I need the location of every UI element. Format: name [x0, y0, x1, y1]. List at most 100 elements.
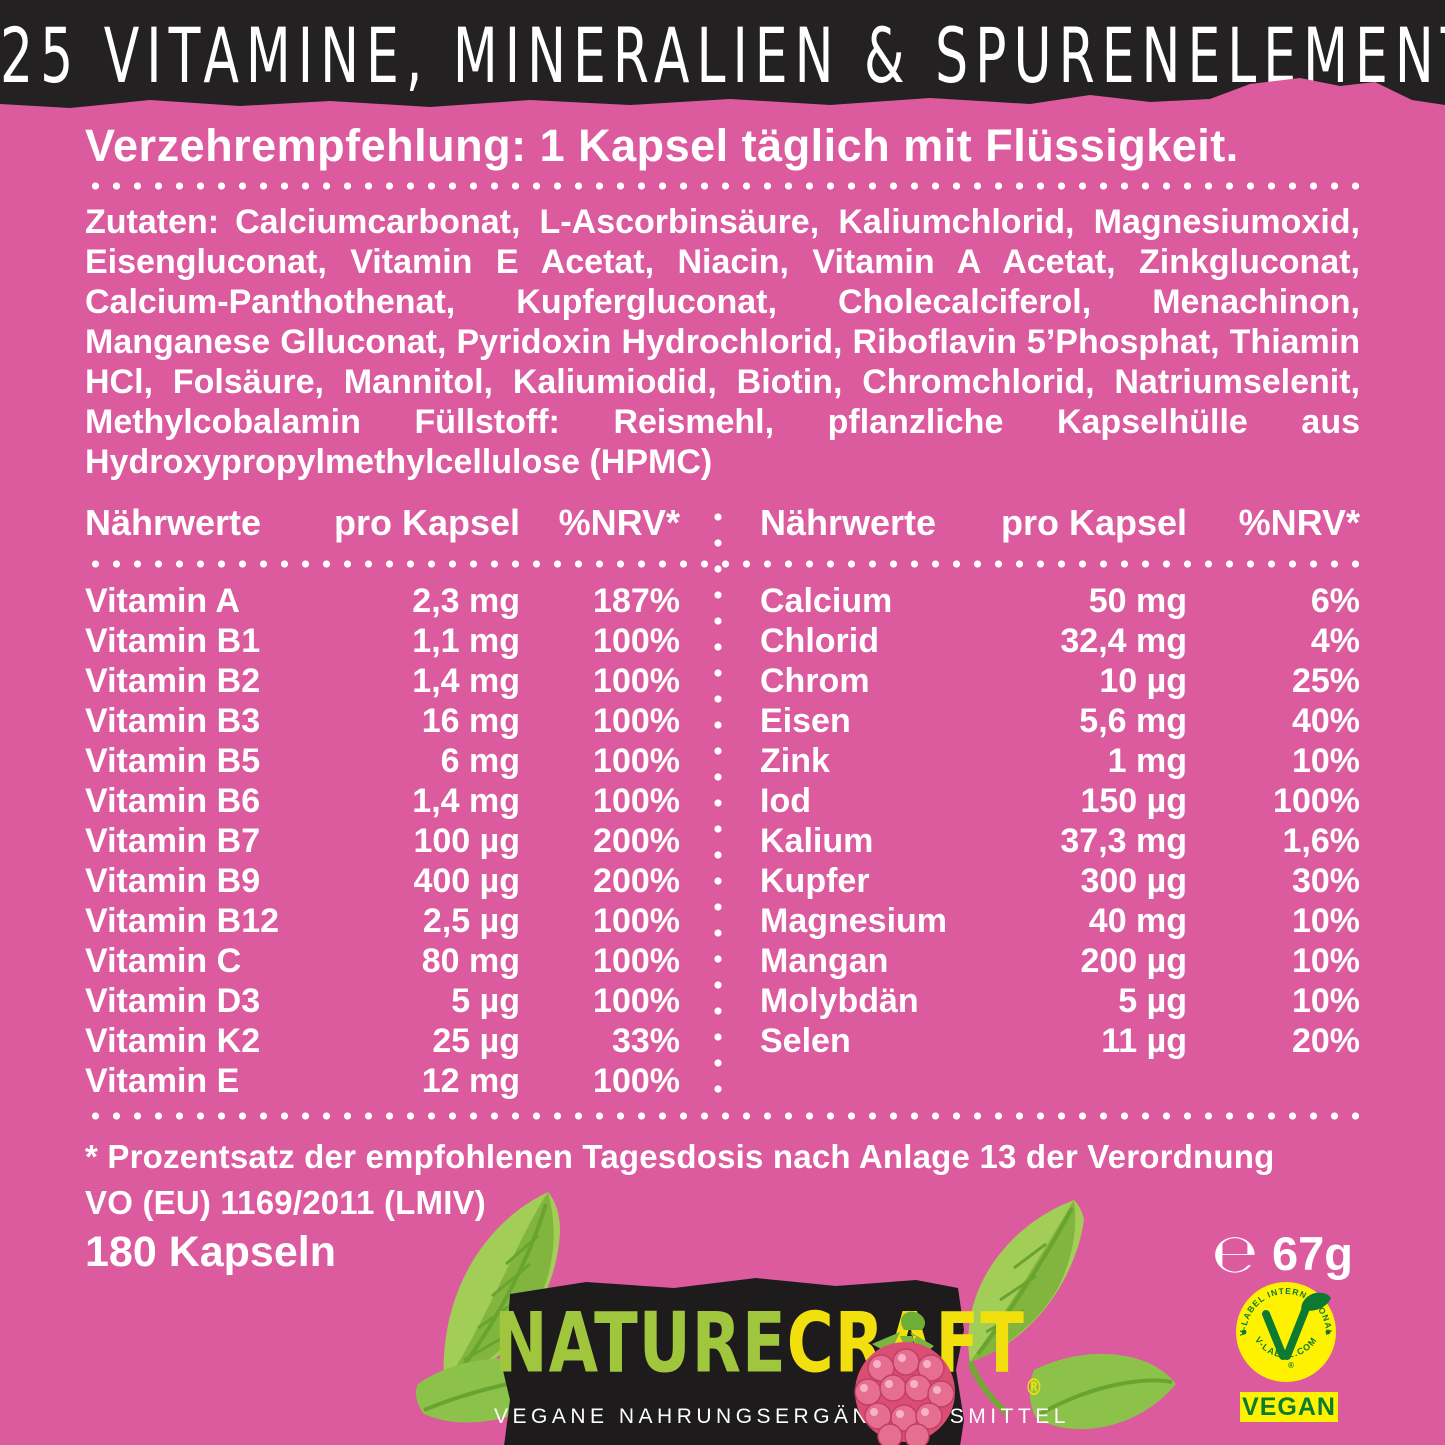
table-row: Mangan 200 µg 10% [760, 942, 1360, 982]
nutrient-amount: 2,3 mg [412, 582, 520, 620]
table-rows: Vitamin A 2,3 mg 187% Vitamin B1 1,1 mg … [85, 582, 680, 1102]
table-row: Molybdän 5 µg 10% [760, 982, 1360, 1022]
nutrient-name: Vitamin D3 [85, 982, 261, 1020]
nutrient-amount: 1,1 mg [412, 622, 520, 660]
nutrient-amount: 32,4 mg [1060, 622, 1187, 660]
nutrient-name: Vitamin K2 [85, 1022, 261, 1060]
torn-edge-decoration [0, 78, 1445, 118]
nutrient-name: Vitamin B12 [85, 902, 280, 940]
nutrient-name: Mangan [760, 942, 889, 980]
nutrient-name: Magnesium [760, 902, 948, 940]
nutrient-nrv: 100% [593, 662, 680, 700]
nutrient-amount: 100 µg [413, 822, 520, 860]
dotted-rule-header [85, 560, 1360, 568]
registered-mark: ® [1024, 1374, 1044, 1402]
nutrient-name: Iod [760, 782, 811, 820]
table-row: Vitamin B7 100 µg 200% [85, 822, 680, 862]
ingredients-text: Calciumcarbonat, L-Ascorbinsäure, Kalium… [85, 203, 1360, 481]
table-row: Vitamin B5 6 mg 100% [85, 742, 680, 782]
nutrient-name: Vitamin B3 [85, 702, 261, 740]
nutrient-amount: 300 µg [1080, 862, 1187, 900]
table-row: Vitamin B3 16 mg 100% [85, 702, 680, 742]
nutrient-nrv: 100% [593, 702, 680, 740]
nutrient-name: Chrom [760, 662, 870, 700]
logo-background-shape [500, 1278, 964, 1445]
nutrient-name: Selen [760, 1022, 851, 1060]
nutrient-nrv: 4% [1310, 622, 1360, 660]
nutrient-amount: 5,6 mg [1079, 702, 1187, 740]
weight-value: 67g [1272, 1227, 1353, 1280]
nutrient-name: Vitamin A [85, 582, 240, 620]
nutrient-amount: 10 µg [1099, 662, 1187, 700]
dotted-rule-top [85, 182, 1360, 190]
table-header: Nährwerte pro Kapsel %NRV* [85, 502, 680, 558]
nutrient-nrv: 30% [1291, 862, 1360, 900]
table-row: Vitamin B6 1,4 mg 100% [85, 782, 680, 822]
nutrient-name: Chlorid [760, 622, 879, 660]
table-row: Chrom 10 µg 25% [760, 662, 1360, 702]
header-nutrient: Nährwerte [85, 502, 262, 543]
nutrient-amount: 2,5 µg [422, 902, 520, 940]
header-nrv: %NRV* [1238, 502, 1360, 543]
v-label-badge: V-LABEL INTERNATIONAL V-LABEL.COM ® [1236, 1282, 1336, 1382]
nutrition-table-vitamins: Nährwerte pro Kapsel %NRV* Vitamin A 2,3… [85, 502, 680, 1102]
nutrient-name: Molybdän [760, 982, 919, 1020]
vegan-label: VEGAN [1240, 1392, 1338, 1422]
table-header: Nährwerte pro Kapsel %NRV* [760, 502, 1360, 558]
nutrient-amount: 1,4 mg [412, 782, 520, 820]
logo-content: NATURECRAFT® VEGANE NAHRUNGSERGÄNZUNGSMI… [494, 1270, 1065, 1445]
table-rows: Calcium 50 mg 6% Chlorid 32,4 mg 4% Chro… [760, 582, 1360, 1062]
logo-wordmark: NATURECRAFT® [494, 1296, 1044, 1401]
header-nutrient: Nährwerte [760, 502, 937, 543]
nutrient-name: Kalium [760, 822, 874, 860]
dosage-heading: Verzehrempfehlung: 1 Kapsel täglich mit … [85, 120, 1239, 171]
nutrient-nrv: 20% [1291, 1022, 1360, 1060]
estimated-sign: ℮ [1211, 1222, 1258, 1285]
brand-logo: NATURECRAFT® VEGANE NAHRUNGSERGÄNZUNGSMI… [494, 1270, 1065, 1445]
table-row: Magnesium 40 mg 10% [760, 902, 1360, 942]
nutrient-name: Vitamin B6 [85, 782, 261, 820]
nutrient-amount: 80 mg [421, 942, 520, 980]
table-row: Vitamin A 2,3 mg 187% [85, 582, 680, 622]
nutrient-nrv: 100% [593, 942, 680, 980]
nutrient-name: Vitamin B7 [85, 822, 261, 860]
table-row: Vitamin E 12 mg 100% [85, 1062, 680, 1102]
nutrient-nrv: 40% [1291, 702, 1360, 740]
table-row: Vitamin C 80 mg 100% [85, 942, 680, 982]
nutrition-section: Nährwerte pro Kapsel %NRV* Vitamin A 2,3… [85, 502, 1360, 1114]
nutrient-amount: 6 mg [440, 742, 520, 780]
nutrient-amount: 40 mg [1088, 902, 1188, 940]
table-row: Calcium 50 mg 6% [760, 582, 1360, 622]
nutrient-nrv: 100% [593, 782, 680, 820]
table-row: Kalium 37,3 mg 1,6% [760, 822, 1360, 862]
nutrient-nrv: 25% [1291, 662, 1360, 700]
table-row: Vitamin K2 25 µg 33% [85, 1022, 680, 1062]
nutrient-nrv: 100% [593, 742, 680, 780]
badge-registered-mark: ® [1288, 1361, 1294, 1370]
dotted-rule-vertical [714, 504, 722, 1104]
nutrient-nrv: 10% [1291, 982, 1360, 1020]
nutrient-amount: 12 mg [421, 1062, 520, 1100]
nutrient-nrv: 6% [1310, 582, 1360, 620]
nutrient-nrv: 100% [593, 902, 680, 940]
table-row: Selen 11 µg 20% [760, 1022, 1360, 1062]
nutrient-amount: 150 µg [1080, 782, 1187, 820]
nutrient-amount: 5 µg [451, 982, 520, 1020]
nutrient-name: Calcium [760, 582, 893, 620]
nutrient-amount: 11 µg [1101, 1022, 1187, 1060]
raspberry-illustration [854, 1311, 955, 1445]
table-row: Vitamin B12 2,5 µg 100% [85, 902, 680, 942]
banner-title: 25 VITAMINE, MINERALIEN & SPURENELEMENTE [0, 14, 1445, 101]
nutrient-nrv: 200% [593, 862, 680, 900]
nutrient-nrv: 1,6% [1282, 822, 1361, 860]
nutrient-nrv: 10% [1291, 742, 1360, 780]
nutrient-name: Vitamin E [85, 1062, 240, 1100]
nutrient-nrv: 100% [593, 1062, 680, 1100]
logo-word-nature: NATURE [494, 1296, 787, 1393]
nutrient-nrv: 100% [593, 982, 680, 1020]
leaf-decoration-left [416, 1192, 576, 1423]
nutrient-name: Vitamin C [85, 942, 242, 980]
nutrient-name: Zink [760, 742, 830, 780]
nutrient-name: Vitamin B2 [85, 662, 261, 700]
nutrient-nrv: 100% [593, 622, 680, 660]
